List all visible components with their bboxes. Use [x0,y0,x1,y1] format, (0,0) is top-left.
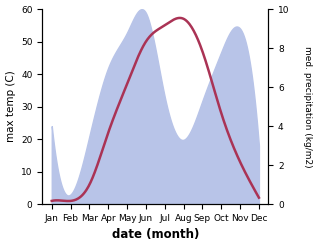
Y-axis label: max temp (C): max temp (C) [5,71,16,143]
Y-axis label: med. precipitation (kg/m2): med. precipitation (kg/m2) [303,46,313,167]
X-axis label: date (month): date (month) [112,228,199,242]
